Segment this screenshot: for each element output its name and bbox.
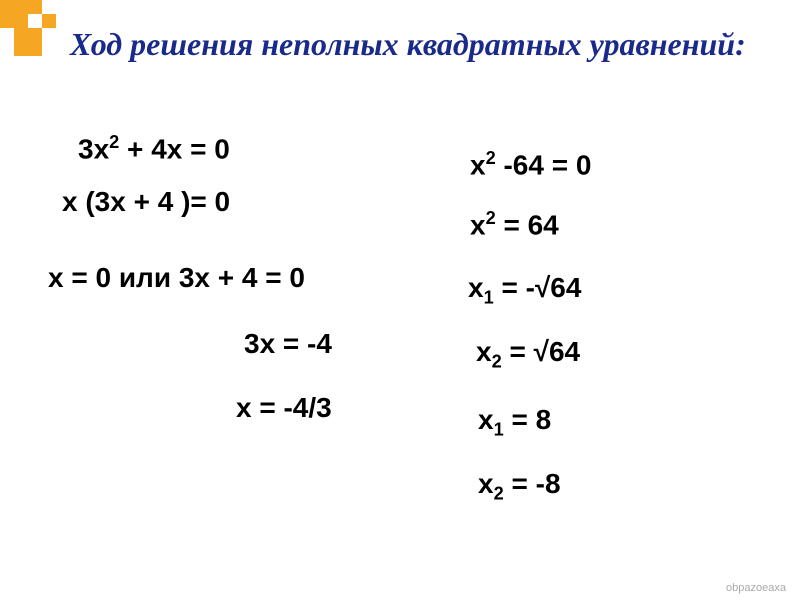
right-col-line-0: x2 -64 = 0 bbox=[470, 148, 591, 181]
right-col-line-4: x1 = 8 bbox=[478, 404, 551, 441]
left-col-line-4: x = -4/3 bbox=[236, 392, 332, 424]
right-col-line-3: x2 = √64 bbox=[476, 336, 580, 373]
right-col-line-5: x2 = -8 bbox=[478, 468, 561, 505]
corner-decoration bbox=[0, 0, 60, 60]
right-col-line-1: x2 = 64 bbox=[470, 208, 559, 241]
left-col-line-0: 3x2 + 4x = 0 bbox=[78, 132, 230, 165]
left-col-line-3: 3x = -4 bbox=[244, 328, 332, 360]
left-col-line-1: x (3x + 4 )= 0 bbox=[62, 186, 230, 218]
right-col-line-2: x1 = -√64 bbox=[468, 272, 581, 309]
slide-title: Ход решения неполных квадратных уравнени… bbox=[70, 24, 760, 64]
watermark-text: obpazoeaxa bbox=[726, 582, 786, 594]
left-col-line-2: x = 0 или 3x + 4 = 0 bbox=[48, 262, 305, 294]
